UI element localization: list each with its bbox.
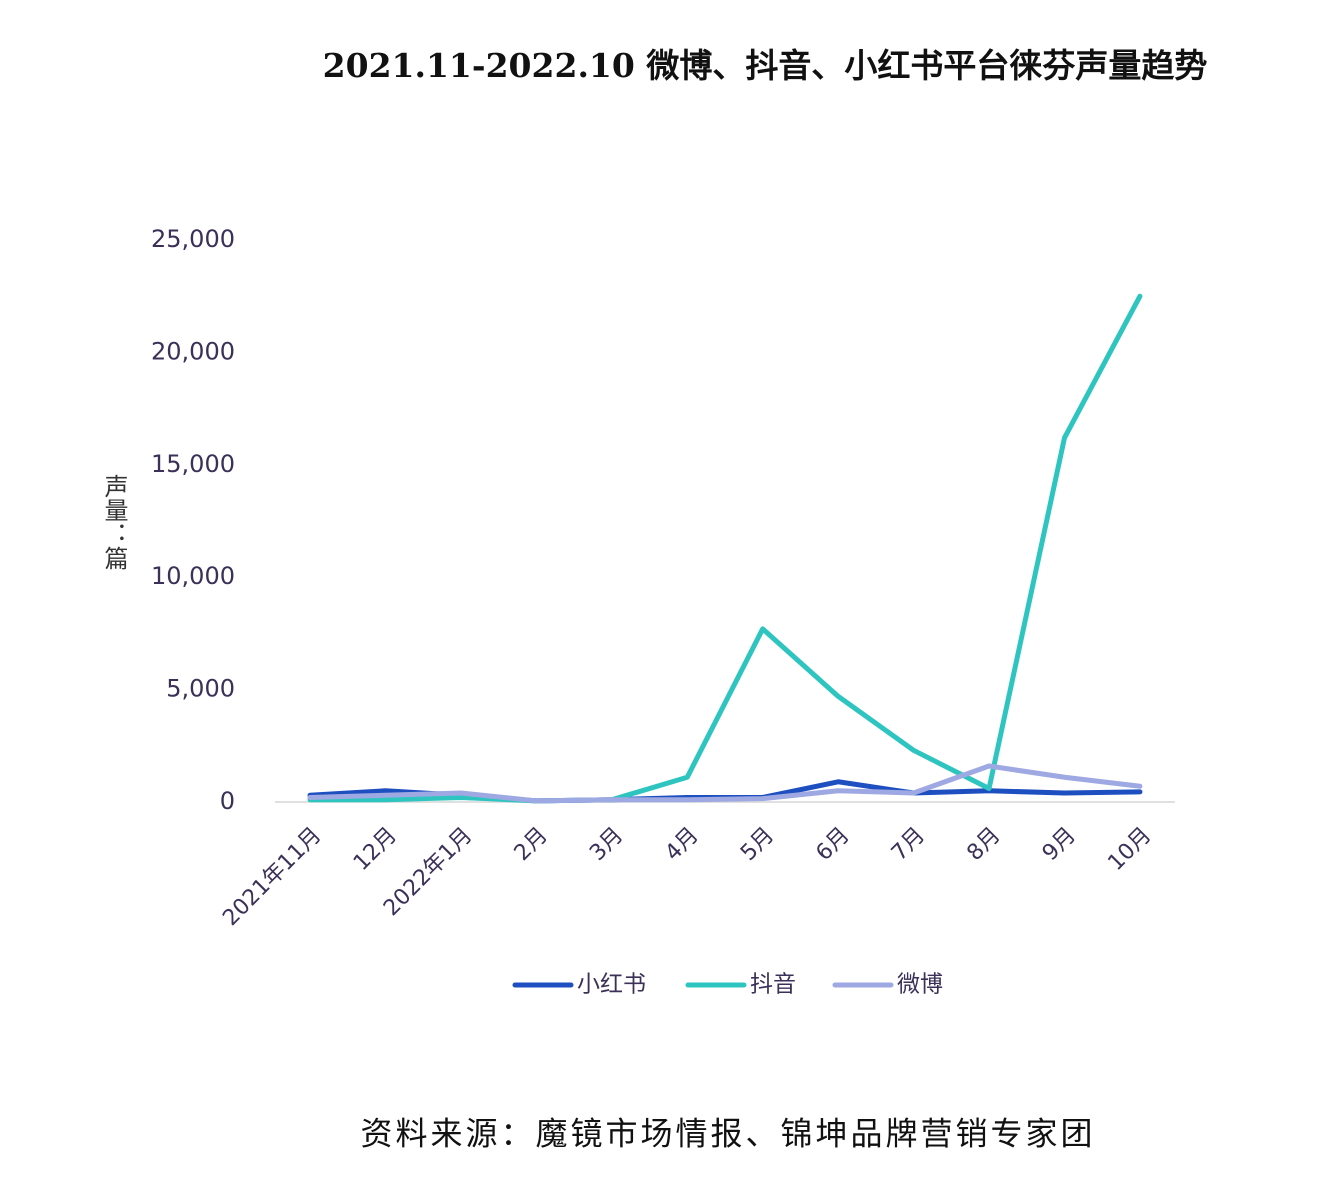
x-tick-label: 4月 (661, 823, 704, 866)
y-tick-label: 5,000 (166, 675, 235, 703)
y-tick-label: 25,000 (151, 225, 235, 253)
series-line (307, 763, 1143, 804)
x-tick-label: 3月 (585, 823, 628, 866)
y-tick-label: 20,000 (151, 337, 235, 365)
y-tick-label: 15,000 (151, 450, 235, 478)
source-note: 资料来源：魔镜市场情报、锦坤品牌营销专家团 (360, 1115, 1095, 1153)
x-tick-label: 8月 (962, 823, 1005, 866)
legend-label: 小红书 (577, 972, 646, 998)
x-tick-label: 10月 (1103, 823, 1156, 876)
y-axis-title: 声量：篇 (100, 474, 128, 570)
series-line (307, 293, 1143, 804)
x-tick-label: 9月 (1038, 823, 1081, 866)
chart-title: 2021.11-2022.10 微博、抖音、小红书平台徕芬声量趋势 (323, 46, 1208, 85)
legend-label: 抖音 (750, 972, 796, 998)
x-tick-label: 2月 (510, 823, 553, 866)
x-tick-label: 6月 (812, 823, 855, 866)
y-tick-label: 0 (220, 787, 235, 815)
y-tick-label: 10,000 (151, 562, 235, 590)
x-tick-label: 12月 (349, 823, 402, 876)
x-tick-label: 2021年11月 (218, 823, 326, 931)
legend-label: 微博 (897, 972, 943, 998)
x-tick-label: 7月 (887, 823, 930, 866)
x-tick-label: 5月 (736, 823, 779, 866)
